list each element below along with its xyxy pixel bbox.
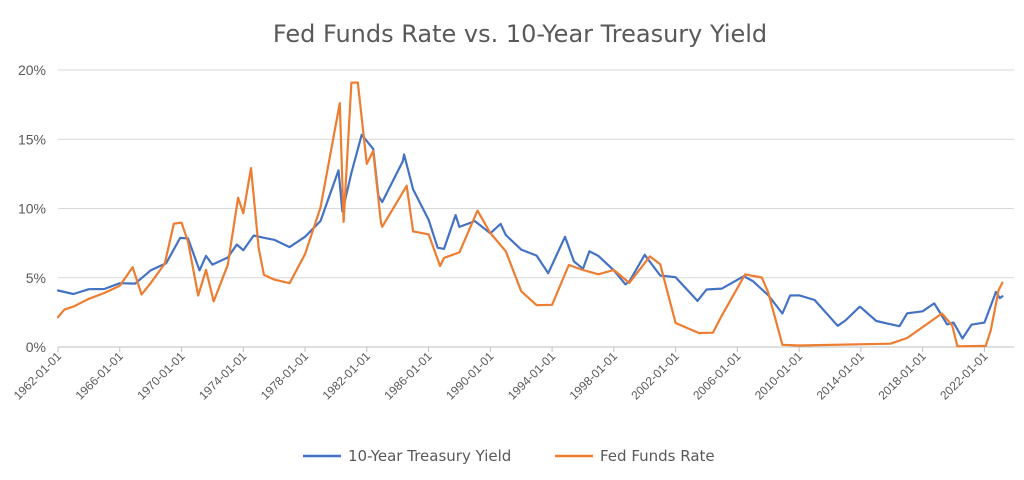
x-tick-label: 2014-01-01: [814, 349, 868, 403]
x-tick-label: 1998-01-01: [567, 349, 621, 403]
x-tick-label: 2018-01-01: [875, 349, 929, 403]
legend-label: Fed Funds Rate: [600, 447, 715, 465]
x-tick-label: 1994-01-01: [505, 349, 559, 403]
x-tick-label: 1966-01-01: [73, 349, 127, 403]
x-tick-label: 2002-01-01: [628, 349, 682, 403]
treasury-yield-line: [56, 133, 1004, 340]
y-tick-label: 5%: [26, 270, 46, 286]
x-tick-label: 1986-01-01: [381, 349, 435, 403]
x-tick-label: 1970-01-01: [134, 349, 188, 403]
y-axis-ticks: 0% 5% 10% 15% 20%: [18, 62, 46, 355]
legend-label: 10-Year Treasury Yield: [348, 447, 511, 465]
fed-funds-rate-line: [56, 81, 1004, 348]
x-tick-label: 2022-01-01: [937, 349, 991, 403]
x-axis-ticks: 1962-01-01 1966-01-01 1970-01-01 1974-01-01…: [11, 346, 1014, 403]
legend: 10-Year Treasury Yield Fed Funds Rate: [303, 447, 715, 465]
x-tick-label: 1978-01-01: [258, 349, 312, 403]
chart-title: Fed Funds Rate vs. 10-Year Treasury Yiel…: [273, 20, 767, 48]
y-tick-label: 15%: [18, 131, 46, 147]
x-tick-label: 2006-01-01: [690, 349, 744, 403]
x-tick-label: 1974-01-01: [196, 349, 250, 403]
x-tick-label: 1962-01-01: [11, 349, 65, 403]
y-tick-label: 20%: [18, 62, 46, 78]
x-tick-label: 1990-01-01: [443, 349, 497, 403]
series-lines: [56, 81, 1004, 348]
y-tick-label: 0%: [26, 339, 46, 355]
x-tick-label: 1982-01-01: [320, 349, 374, 403]
x-tick-label: 2010-01-01: [752, 349, 806, 403]
y-tick-label: 10%: [18, 201, 46, 217]
